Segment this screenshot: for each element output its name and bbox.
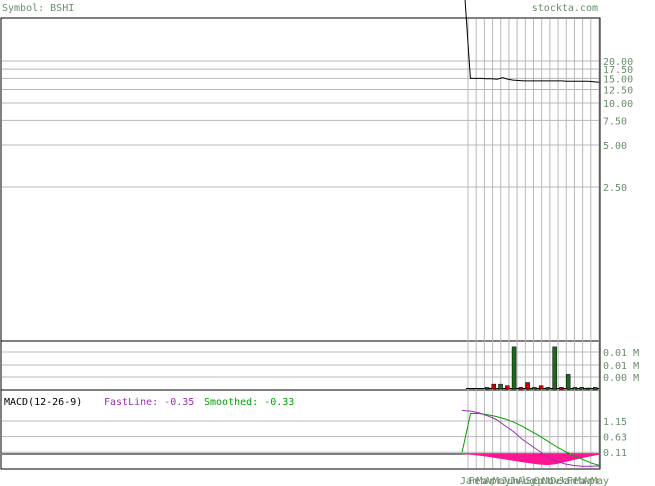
volume-bar: [505, 385, 510, 390]
price-tick-label: 7.50: [603, 116, 627, 127]
x-tick-label: Jul: [509, 476, 527, 486]
x-tick-label: Feb: [566, 476, 584, 486]
volume-bar: [532, 387, 537, 390]
x-tick-label: Dec: [550, 476, 568, 486]
site-label: stockta.com: [532, 3, 598, 14]
x-tick-label: Apr: [583, 476, 601, 486]
macd-panel-frame: [0, 389, 601, 470]
volume-bar: [586, 387, 591, 390]
macd-title: MACD(12-26-9): [4, 397, 82, 408]
x-tick-label: Mar: [575, 476, 593, 486]
x-axis-labels: JanFebMarAprMayJunJulAugSepOctNovDecJanF…: [460, 476, 609, 486]
volume-bar: [592, 387, 598, 390]
x-tick-label: May: [591, 476, 609, 486]
x-tick-label: Oct: [534, 476, 552, 486]
volume-bar: [559, 387, 564, 390]
x-tick-label: Mar: [476, 476, 494, 486]
volume-bar: [579, 387, 584, 390]
x-tick-label: Aug: [517, 476, 535, 486]
macd-fastline-label: FastLine: -0.35: [104, 397, 194, 408]
x-tick-label: Nov: [542, 476, 560, 486]
volume-bar: [565, 374, 571, 390]
price-tick-label: 2.50: [603, 183, 627, 194]
x-tick-label: Feb: [468, 476, 486, 486]
x-tick-label: Jun: [501, 476, 519, 486]
macd-smoothed-line: [461, 413, 600, 466]
symbol-label: Symbol: BSHI: [2, 3, 74, 14]
price-tick-label: 10.00: [603, 99, 633, 110]
macd-tick-label: 0.63: [603, 433, 627, 444]
price-tick-label: 5.00: [603, 141, 627, 152]
macd-tick-label: 0.11: [603, 448, 627, 459]
month-grid: [467, 19, 600, 468]
price-plot: [464, 0, 600, 83]
volume-bar: [552, 346, 557, 390]
macd-tick-label: 1.15: [603, 417, 627, 428]
x-tick-label: May: [493, 476, 511, 486]
volume-bar: [545, 387, 551, 390]
volume-bar: [484, 387, 490, 390]
x-tick-label: Sep: [526, 476, 544, 486]
volume-plot: 0.01 M0.01 M0.00 M: [2, 346, 639, 390]
volume-bar: [538, 385, 544, 390]
x-tick-label: Jan: [460, 476, 478, 486]
volume-bar: [498, 383, 503, 390]
x-tick-label: Apr: [485, 476, 503, 486]
volume-bar: [491, 383, 497, 390]
price-panel-frame: [0, 17, 601, 342]
macd-fastline-line: [461, 410, 600, 467]
volume-bar: [525, 382, 530, 390]
price-tick-label: 12.50: [603, 85, 633, 96]
volume-tick-label: 0.01 M: [603, 361, 639, 372]
price-tick-label: 17.50: [603, 65, 633, 76]
volume-tick-label: 0.00 M: [603, 373, 639, 384]
macd-histogram: [462, 454, 599, 466]
volume-tick-label: 0.01 M: [603, 348, 639, 359]
macd-plot: 1.15 0.63 0.11: [2, 410, 627, 467]
volume-bar: [511, 346, 517, 390]
volume-bar: [518, 387, 524, 390]
price-line: [464, 0, 600, 83]
macd-smoothed-label: Smoothed: -0.33: [204, 397, 294, 408]
price-tick-label: 20.00: [603, 57, 633, 68]
x-tick-label: Jan: [558, 476, 576, 486]
price-tick-label: 15.00: [603, 74, 633, 85]
volume-bar: [572, 387, 578, 390]
